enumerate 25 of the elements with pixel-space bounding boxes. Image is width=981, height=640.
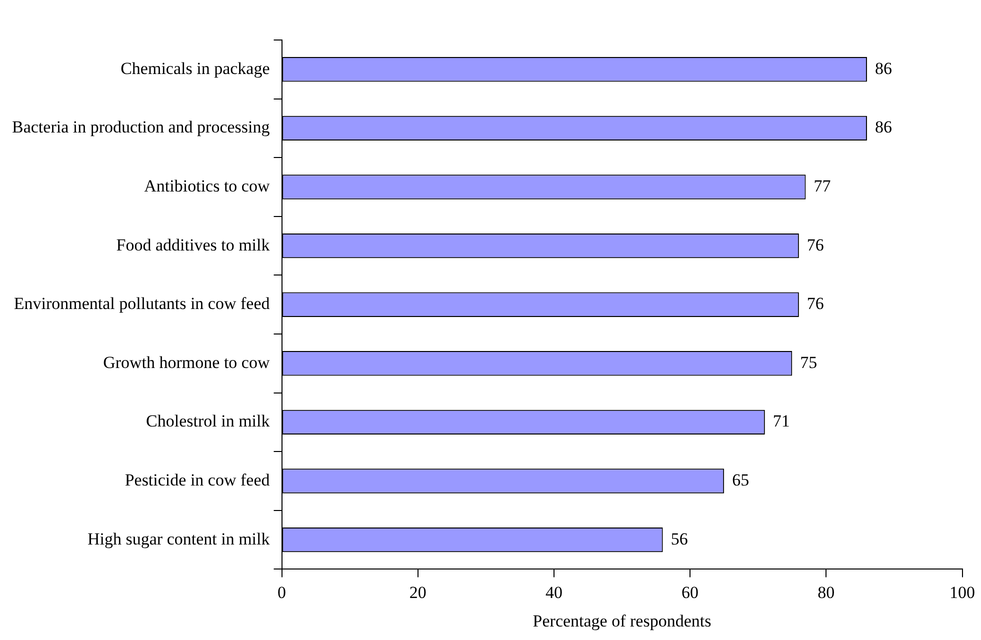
x-tick-label: 60 — [682, 582, 699, 602]
y-tick-label: Food additives to milk — [116, 235, 270, 254]
data-label: 65 — [732, 470, 750, 490]
x-tick-label: 20 — [409, 582, 426, 602]
data-label: 86 — [874, 118, 892, 137]
data-label: 76 — [806, 235, 824, 254]
x-tick-label: 0 — [278, 582, 286, 602]
data-label: 86 — [874, 58, 892, 78]
y-tick-label: Pesticide in cow feed — [124, 470, 270, 490]
y-tick-label: Environmental pollutants in cow feed — [14, 294, 270, 314]
y-tick-label: High sugar content in milk — [87, 529, 270, 548]
y-tick-label: Bacteria in production and processing — [12, 118, 270, 137]
data-label: 77 — [814, 176, 832, 196]
data-label: 71 — [772, 412, 790, 431]
x-tick-label: 40 — [545, 582, 562, 602]
y-tick-label: Antibiotics to cow — [144, 176, 270, 196]
data-label: 75 — [800, 352, 818, 372]
y-tick-label: Chemicals in package — [120, 58, 270, 78]
x-axis-title: Percentage of respondents — [532, 611, 712, 630]
x-tick-label: 80 — [818, 582, 835, 602]
y-tick-label: Cholestrol in milk — [146, 412, 270, 431]
data-label: 76 — [806, 294, 824, 314]
y-tick-label: Growth hormone to cow — [103, 352, 270, 372]
x-tick-label: 100 — [950, 582, 975, 602]
data-label: 56 — [670, 529, 688, 548]
